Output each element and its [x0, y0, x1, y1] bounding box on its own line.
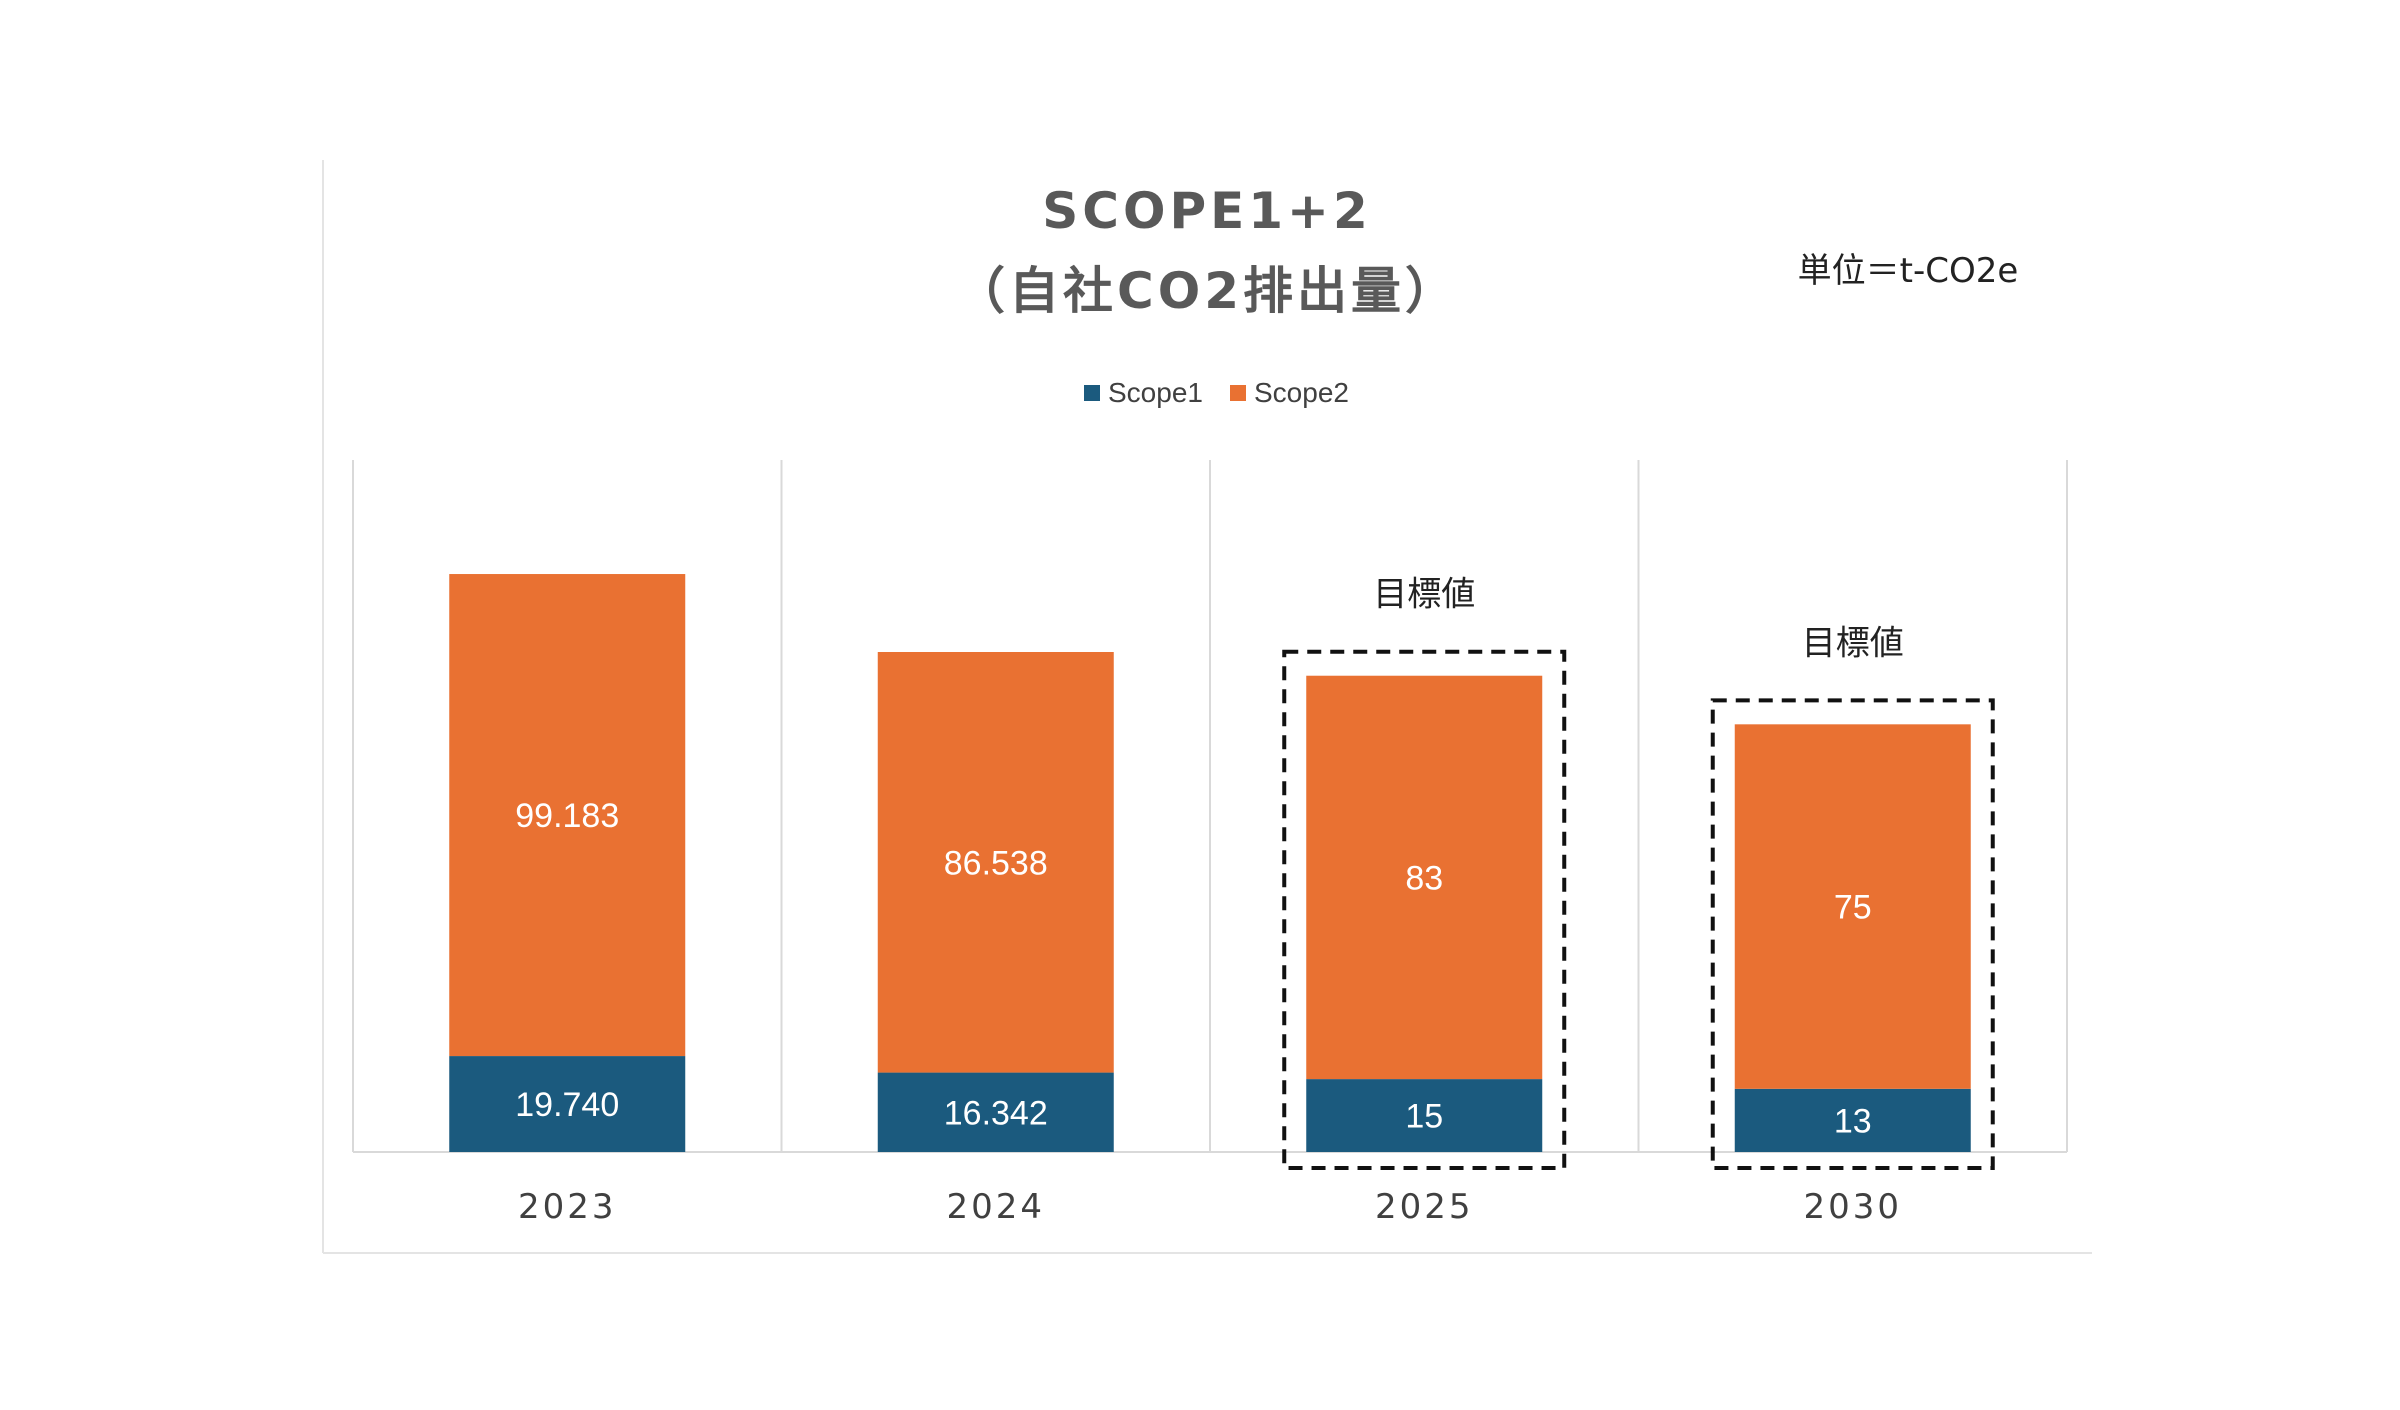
legend-label-scope2: Scope2 [1254, 377, 1349, 408]
x-tick-2023: 2023 [518, 1187, 617, 1227]
data-label-scope2-2024: 86.538 [944, 844, 1048, 882]
bar-scope2-2025 [1306, 675, 1543, 1080]
data-label-scope1-2023: 19.740 [515, 1086, 619, 1124]
target-box-2030 [1710, 698, 1995, 1170]
data-label-scope2-2025: 83 [1405, 859, 1443, 897]
x-axis: 2023 2024 2025 2030 [518, 1187, 1902, 1227]
bar-scope1-2024 [877, 1072, 1114, 1152]
x-tick-2024: 2024 [946, 1187, 1045, 1227]
unit-label: 単位＝t-CO2e [1798, 251, 2019, 291]
legend-swatch-scope2 [1230, 385, 1246, 401]
x-tick-2030: 2030 [1803, 1187, 1902, 1227]
data-label-scope1-2030: 13 [1834, 1102, 1872, 1140]
bar-scope1-2023 [449, 1056, 686, 1152]
chart-subtitle: （自社CO2排出量） [955, 262, 1459, 320]
legend-swatch-scope1 [1084, 385, 1100, 401]
target-label-2030: 目標値 [1802, 623, 1904, 663]
target-box-2025 [1282, 649, 1567, 1170]
legend: Scope1 Scope2 [1084, 377, 1349, 408]
data-label-scope2-2023: 99.183 [515, 797, 619, 835]
bar-scope2-2023 [449, 574, 686, 1057]
bar-scope1-2025 [1306, 1079, 1543, 1152]
chart-title: SCOPE1+2 [1042, 182, 1372, 240]
bar-scope1-2030 [1734, 1088, 1971, 1152]
legend-label-scope1: Scope1 [1108, 377, 1203, 408]
x-tick-2025: 2025 [1375, 1187, 1474, 1227]
target-label-2025: 目標値 [1373, 575, 1475, 615]
data-labels: 19.740 99.183 16.342 86.538 15 83 13 75 [515, 797, 1871, 1140]
bars [449, 574, 1971, 1152]
bar-scope2-2030 [1734, 724, 1971, 1089]
data-label-scope1-2025: 15 [1405, 1098, 1443, 1136]
data-label-scope2-2030: 75 [1834, 889, 1872, 927]
bar-scope2-2024 [877, 652, 1114, 1073]
data-label-scope1-2024: 16.342 [944, 1094, 1048, 1132]
